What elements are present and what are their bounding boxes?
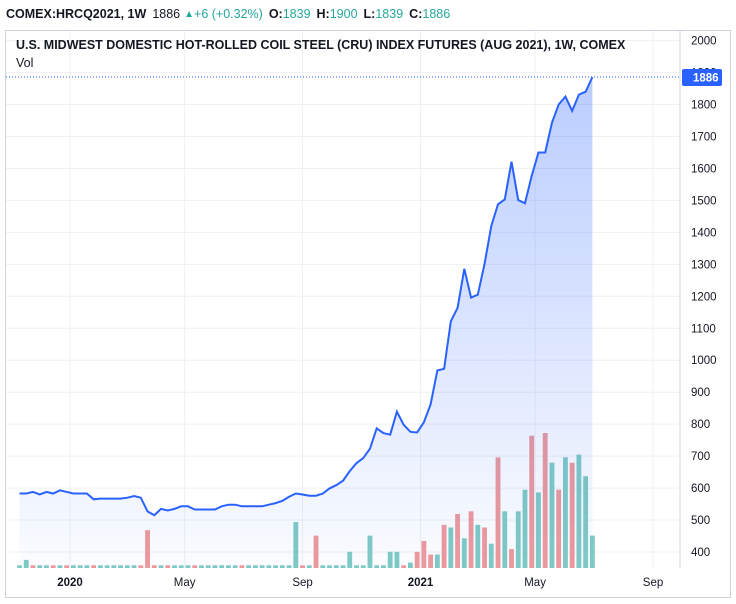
y-tick-label: 1500: [691, 195, 717, 207]
time-axis[interactable]: 2020 May Sep 2021 May Sep: [57, 577, 663, 589]
y-tick-label: 1800: [691, 100, 717, 112]
x-tick-label: 2020: [57, 577, 83, 589]
y-tick-label: 900: [691, 387, 710, 399]
symbol-header: COMEX:HRCQ2021, 1W 1886 ▲ +6 (+0.32%) O:…: [6, 0, 730, 28]
high-label: H:: [316, 7, 330, 21]
y-tick-label: 400: [691, 547, 710, 559]
y-tick-label: 500: [691, 515, 710, 527]
y-tick-label: 1100: [691, 323, 716, 335]
y-tick-label: 1300: [691, 259, 717, 271]
y-tick-label: 1600: [691, 163, 717, 175]
low-value: 1839: [375, 7, 404, 21]
y-tick-label: 2000: [691, 36, 717, 48]
y-tick-label: 700: [691, 451, 710, 463]
y-tick-label: 1000: [691, 355, 717, 367]
chart-frame: [5, 30, 731, 598]
y-tick-label: 1700: [691, 131, 717, 143]
volume-label: Vol: [16, 56, 34, 70]
close-label: C:: [409, 7, 423, 21]
x-tick-label: 2021: [408, 577, 434, 589]
last-price-tag: 1886: [682, 69, 722, 87]
up-arrow-icon: ▲: [184, 8, 195, 20]
close-value: 1886: [422, 7, 451, 21]
x-tick-label: May: [174, 577, 196, 589]
open-value: 1839: [282, 7, 311, 21]
last-price-tag-label: 1886: [693, 73, 719, 85]
x-tick-label: Sep: [292, 577, 312, 589]
y-tick-label: 800: [691, 419, 710, 431]
price-change: +6 (+0.32%): [194, 7, 263, 21]
low-label: L:: [363, 7, 376, 21]
price-line: [19, 76, 594, 517]
price-area: [19, 77, 593, 568]
y-tick-label: 600: [691, 483, 710, 495]
x-tick-label: Sep: [643, 577, 663, 589]
x-tick-label: May: [524, 577, 546, 589]
price-axis[interactable]: 2000190018001700160015001400130012001100…: [691, 36, 717, 559]
high-value: 1900: [329, 7, 358, 21]
open-label: O:: [268, 7, 283, 21]
symbol-name[interactable]: COMEX:HRCQ2021, 1W: [6, 7, 147, 21]
y-tick-label: 1400: [691, 227, 717, 239]
last-price: 1886: [152, 7, 181, 21]
y-tick-label: 1200: [691, 291, 717, 303]
chart-title: U.S. MIDWEST DOMESTIC HOT-ROLLED COIL ST…: [16, 38, 626, 52]
